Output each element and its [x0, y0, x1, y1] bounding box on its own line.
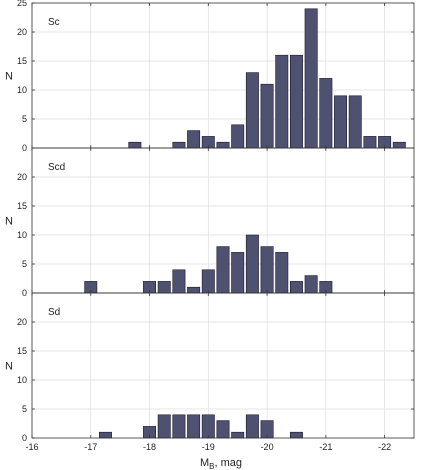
y-axis-label: N [5, 71, 13, 83]
x-axis-label-main: M [200, 457, 209, 469]
y-tick-label: 5 [22, 404, 27, 414]
panel-sd: 0 5 10 15 20 N Sd -16 -17 -18 -19 -20 -21 -22 [5, 292, 415, 452]
panel-sc: 0 5 10 15 20 25 N Sc [5, 0, 415, 153]
x-axis-label: MB, mag [200, 457, 242, 470]
bar [231, 252, 245, 294]
bar [98, 431, 112, 439]
bar [201, 269, 215, 294]
x-tick-label: -22 [378, 442, 391, 452]
x-axis-label-rest: , mag [215, 457, 243, 469]
x-tick-label: -19 [202, 442, 215, 452]
panel-frame [31, 292, 415, 439]
bar [231, 431, 245, 439]
y-tick-label: 10 [17, 230, 27, 240]
bar [289, 431, 303, 439]
panels: 0 5 10 15 20 25 N Sc 0 5 10 15 20 N Scd 0 5 10 15 20 N Sd -16 -… [5, 0, 415, 452]
y-tick-label: 20 [17, 27, 27, 37]
y-axis-label: N [5, 361, 13, 373]
bar [128, 141, 142, 149]
bar [245, 72, 259, 149]
bar [172, 269, 186, 294]
y-tick-label: 0 [22, 143, 27, 153]
y-tick-label: 5 [22, 259, 27, 269]
bar [304, 275, 318, 294]
bar [216, 246, 230, 294]
bar [275, 54, 289, 149]
panel-label: Sc [48, 17, 60, 28]
bar [392, 141, 406, 149]
x-tick-label: -18 [143, 442, 156, 452]
panel-label: Sd [48, 307, 60, 318]
bar [187, 130, 201, 149]
bar [260, 246, 274, 294]
x-tick-label: -21 [319, 442, 332, 452]
bar [216, 141, 230, 149]
bar [363, 136, 377, 149]
bar [319, 78, 333, 149]
bar [187, 286, 201, 294]
x-tick-label: -20 [261, 442, 274, 452]
bar [334, 95, 348, 149]
y-tick-label: 15 [17, 56, 27, 66]
y-tick-label: 0 [22, 433, 27, 443]
y-tick-label: 15 [17, 201, 27, 211]
panel-label: Scd [48, 162, 65, 173]
bar [289, 281, 303, 294]
bar [201, 414, 215, 439]
y-tick-label: 0 [22, 288, 27, 298]
bar [275, 252, 289, 294]
y-axis-label: N [5, 216, 13, 228]
bar [157, 414, 171, 439]
panel-scd: 0 5 10 15 20 N Scd [5, 147, 415, 298]
y-tick-label: 20 [17, 172, 27, 182]
bar [348, 95, 362, 149]
bar [260, 83, 274, 149]
bar [289, 54, 303, 149]
bar [157, 281, 171, 294]
bar [304, 8, 318, 149]
y-tick-label: 10 [17, 85, 27, 95]
y-tick-label: 15 [17, 346, 27, 356]
bar [187, 414, 201, 439]
y-tick-label: 5 [22, 114, 27, 124]
y-tick-label: 20 [17, 317, 27, 327]
x-tick-label: -17 [84, 442, 97, 452]
y-tick-label: 10 [17, 375, 27, 385]
bar [231, 124, 245, 149]
bar [245, 234, 259, 294]
bar [172, 414, 186, 439]
x-axis-label-sub: B [209, 462, 214, 470]
y-tick-label: 25 [17, 0, 27, 8]
bar [245, 414, 259, 439]
bar [216, 420, 230, 439]
bar [172, 141, 186, 149]
x-tick-label: -16 [25, 442, 38, 452]
